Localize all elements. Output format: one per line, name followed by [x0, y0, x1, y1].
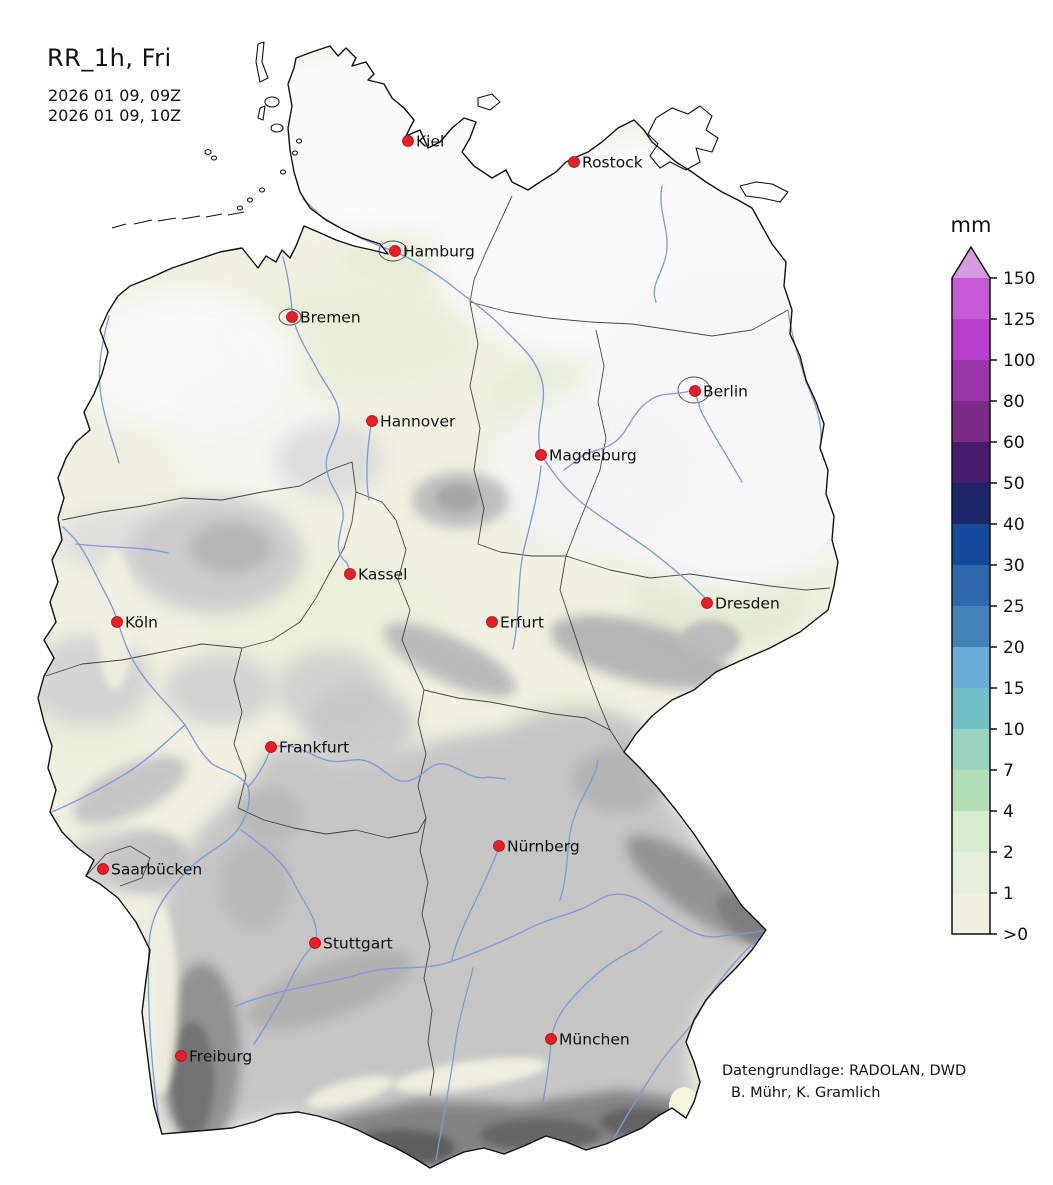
- colorbar-segment-9: [952, 647, 990, 689]
- city-label-1: Rostock: [582, 154, 643, 172]
- city-dot-0: [402, 135, 414, 147]
- colorbar-tick-label-2: 100: [1003, 351, 1035, 371]
- colorbar-segment-7: [952, 565, 990, 607]
- city-label-12: Nürnberg: [507, 838, 580, 856]
- colorbar-tick-label-12: 7: [1003, 761, 1014, 781]
- city-label-14: Stuttgart: [323, 935, 393, 953]
- timestamp-end: 2026 01 09, 10Z: [48, 106, 182, 125]
- city-dot-15: [545, 1033, 557, 1045]
- city-label-16: Freiburg: [189, 1048, 252, 1066]
- city-label-11: Frankfurt: [279, 739, 349, 757]
- colorbar-tick-label-13: 4: [1003, 802, 1014, 822]
- colorbar-tick-label-7: 30: [1003, 556, 1025, 576]
- colorbar-overflow-arrow: [952, 247, 990, 278]
- city-dot-13: [97, 863, 109, 875]
- city-label-8: Dresden: [715, 595, 780, 613]
- island-fehmarn: [477, 93, 501, 111]
- city-dot-5: [366, 415, 378, 427]
- city-dot-1: [568, 156, 580, 168]
- city-dot-2: [389, 245, 401, 257]
- germany-outline: [37, 45, 839, 1169]
- island-ruegen: [647, 105, 719, 171]
- colorbar-segment-5: [952, 483, 990, 525]
- island-usedom: [739, 181, 789, 203]
- colorbar-tick-label-16: >0: [1003, 925, 1028, 945]
- colorbar-segment-15: [952, 893, 990, 935]
- colorbar: 150 125 100 80 60 50 40 30 25 20 15 10 7 4 2 1 >0: [951, 245, 1035, 945]
- city-label-7: Kassel: [358, 566, 407, 584]
- colorbar-segment-8: [952, 606, 990, 648]
- colorbar-segment-3: [952, 401, 990, 443]
- colorbar-tick-label-5: 50: [1003, 474, 1025, 494]
- colorbar-segment-12: [952, 770, 990, 812]
- state-borders: [45, 195, 831, 1097]
- city-dot-6: [535, 449, 547, 461]
- colorbar-segment-13: [952, 811, 990, 853]
- attribution-authors: B. Mühr, K. Gramlich: [731, 1084, 881, 1101]
- colorbar-tick-label-0: 150: [1003, 269, 1035, 289]
- city-dot-14: [309, 937, 321, 949]
- colorbar-tick-label-10: 15: [1003, 679, 1025, 699]
- colorbar-tick-label-1: 125: [1003, 310, 1035, 330]
- colorbar-tick-label-11: 10: [1003, 720, 1025, 740]
- island-amrum: [257, 105, 266, 121]
- city-dot-9: [111, 616, 123, 628]
- page-title: RR_1h, Fri: [47, 44, 172, 72]
- colorbar-segment-1: [952, 319, 990, 361]
- city-dot-4: [689, 385, 701, 397]
- city-dot-12: [493, 840, 505, 852]
- city-label-6: Magdeburg: [549, 447, 637, 465]
- colorbar-segment-6: [952, 524, 990, 566]
- attribution-source: Datengrundlage: RADOLAN, DWD: [722, 1063, 967, 1079]
- colorbar-tick-label-4: 60: [1003, 433, 1025, 453]
- attribution: Datengrundlage: RADOLAN, DWD B. Mühr, K.…: [722, 1061, 966, 1104]
- colorbar-tick-label-8: 25: [1003, 597, 1025, 617]
- colorbar-outline: [951, 245, 991, 935]
- city-dot-10: [486, 616, 498, 628]
- colorbar-segment-10: [952, 688, 990, 730]
- city-label-3: Bremen: [300, 309, 361, 327]
- city-label-4: Berlin: [703, 383, 748, 401]
- city-dot-11: [265, 741, 277, 753]
- island-helgoland: [204, 148, 212, 156]
- colorbar-tick-label-6: 40: [1003, 515, 1025, 535]
- city-dot-16: [175, 1050, 187, 1062]
- colorbar-tick-label-3: 80: [1003, 392, 1025, 412]
- colorbar-tick-label-14: 2: [1003, 843, 1014, 863]
- city-markers: Kiel Rostock Hamburg Bremen Berlin Hannover Ma…: [97, 133, 780, 1066]
- city-label-13: Saarbücken: [111, 861, 202, 879]
- colorbar-tick-label-15: 1: [1003, 884, 1014, 904]
- island-sylt: [255, 41, 269, 83]
- colorbar-segment-2: [952, 360, 990, 402]
- islands: [111, 41, 789, 229]
- island-pellworm: [270, 123, 284, 133]
- city-label-10: Erfurt: [500, 614, 544, 632]
- city-label-0: Kiel: [416, 133, 444, 151]
- city-label-5: Hannover: [380, 413, 456, 431]
- city-dot-8: [701, 597, 713, 609]
- colorbar-tick-label-9: 20: [1003, 638, 1025, 658]
- island-foehr: [264, 96, 280, 108]
- colorbar-segment-0: [952, 278, 990, 320]
- city-label-2: Hamburg: [403, 243, 475, 261]
- city-label-15: München: [559, 1031, 630, 1049]
- city-dot-7: [344, 568, 356, 580]
- timestamp-start: 2026 01 09, 09Z: [48, 86, 182, 105]
- city-label-9: Köln: [125, 614, 158, 632]
- timestamp-block: 2026 01 09, 09Z 2026 01 09, 10Z: [48, 86, 181, 126]
- colorbar-segment-11: [952, 729, 990, 771]
- city-dot-3: [286, 311, 298, 323]
- colorbar-segment-4: [952, 442, 990, 484]
- colorbar-unit-label: mm: [950, 213, 992, 237]
- colorbar-segment-14: [952, 852, 990, 894]
